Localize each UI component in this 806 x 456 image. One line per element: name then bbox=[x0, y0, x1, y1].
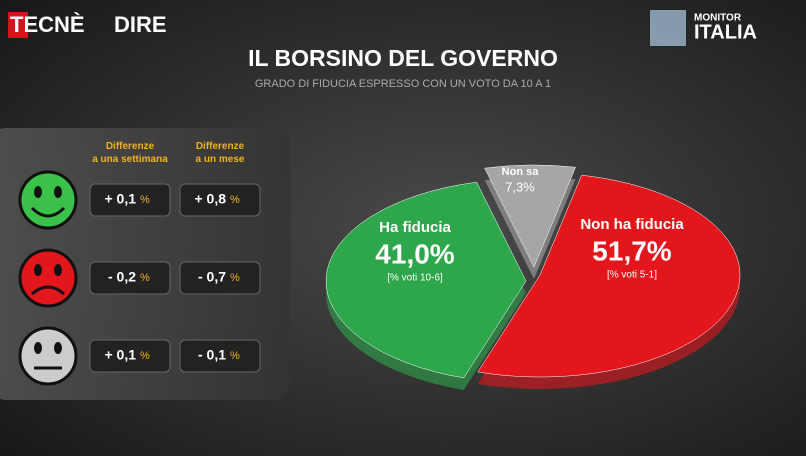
value-label: 7,3% bbox=[505, 179, 535, 194]
value-label: 41,0% bbox=[375, 238, 454, 269]
cell-unit: % bbox=[230, 350, 240, 362]
smiley-neutral bbox=[18, 326, 78, 386]
cell-unit: % bbox=[140, 350, 150, 362]
slice bbox=[484, 164, 576, 268]
title: IL BORSINO DEL GOVERNO bbox=[248, 45, 558, 71]
slice-label: Ha fiducia bbox=[379, 219, 451, 236]
slice-note: [% voti 5-1] bbox=[607, 270, 657, 281]
cell-value: - 0,2 bbox=[108, 269, 136, 285]
smiley-happy bbox=[18, 170, 78, 230]
column-header: Differenze a una settimana bbox=[92, 141, 168, 165]
cell-unit: % bbox=[230, 272, 240, 284]
cell-box bbox=[179, 183, 261, 217]
cell-value: - 0,7 bbox=[198, 269, 226, 285]
slice bbox=[477, 174, 741, 378]
cell-unit: % bbox=[140, 194, 150, 206]
cell-value: + 0,1 bbox=[104, 347, 136, 363]
subtitle: GRADO DI FIDUCIA ESPRESSO CON UN VOTO DA… bbox=[255, 78, 551, 90]
smiley-sad bbox=[18, 248, 78, 308]
logo-monitor: MONITOR bbox=[694, 13, 742, 24]
cell-unit: % bbox=[230, 194, 240, 206]
slice-note: [% voti 10-6] bbox=[387, 273, 443, 284]
cell-value: + 0,1 bbox=[104, 191, 136, 207]
slice-label: Non ha fiducia bbox=[580, 216, 684, 233]
slice bbox=[325, 181, 527, 379]
pie bbox=[325, 164, 741, 390]
logo-cubes bbox=[650, 10, 686, 46]
logo-dire: DIRE bbox=[114, 12, 167, 37]
slice-label: Non sa bbox=[502, 166, 540, 178]
logo-mark bbox=[8, 12, 28, 38]
header: TECNÈ DIRE MONITOR ITALIA IL BORSINO DEL… bbox=[8, 10, 757, 90]
cell-box bbox=[179, 339, 261, 373]
cell-box bbox=[89, 261, 171, 295]
cell-box bbox=[179, 261, 261, 295]
logo-italia: ITALIA bbox=[694, 21, 757, 43]
value-label: 51,7% bbox=[592, 235, 671, 266]
cell-value: - 0,1 bbox=[198, 347, 226, 363]
cell-unit: % bbox=[140, 272, 150, 284]
cell-box bbox=[89, 339, 171, 373]
column-header: Differenze a un mese bbox=[196, 141, 245, 165]
cell-value: + 0,8 bbox=[194, 191, 226, 207]
cell-box bbox=[89, 183, 171, 217]
logo-tecne: TECNÈ bbox=[10, 12, 85, 37]
